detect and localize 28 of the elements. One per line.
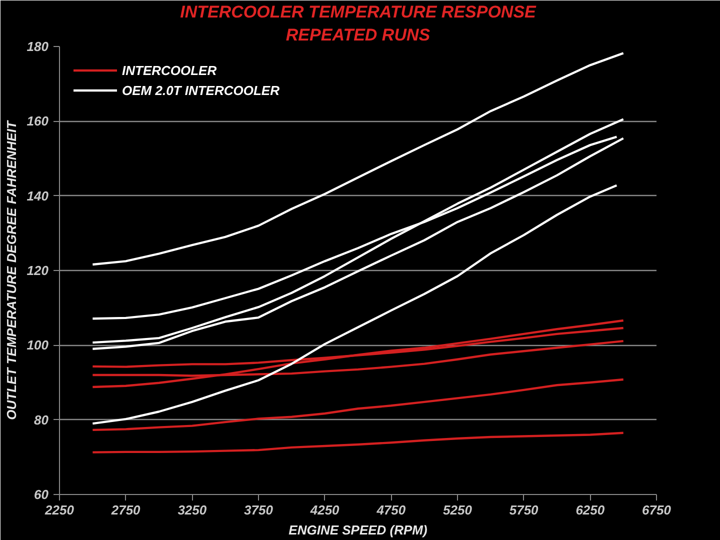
x-tick-label: 3250 (178, 502, 208, 518)
x-tick-label: 5250 (443, 502, 473, 518)
y-tick-label: 80 (34, 412, 50, 428)
y-axis-title: OUTLET TEMPERATURE DEGREE FAHRENHEIT (4, 120, 19, 420)
y-tick-label: 160 (26, 114, 50, 129)
x-tick-label: 2750 (110, 502, 142, 518)
line-series (92, 378, 624, 432)
x-tick-label: 6250 (576, 502, 606, 518)
y-tick-label: 100 (26, 338, 50, 353)
chart-subtitle: REPEATED RUNS (286, 26, 431, 44)
line-series (92, 432, 624, 454)
line-series (92, 184, 618, 425)
y-tick-label: 180 (26, 39, 50, 54)
x-tick-label: 2250 (44, 502, 75, 518)
y-tick-label: 120 (26, 263, 50, 278)
x-axis-title: ENGINE SPEED (RPM) (288, 522, 428, 538)
legend-label: INTERCOOLER (122, 62, 217, 78)
line-series (92, 319, 624, 388)
line-series (92, 52, 624, 266)
legend-label: OEM 2.0T INTERCOOLER (122, 82, 280, 98)
chart-title: INTERCOOLER TEMPERATURE RESPONSE (180, 2, 537, 22)
x-tick-label: 3750 (244, 502, 274, 518)
x-tick-label: 6750 (642, 502, 672, 518)
y-tick-label: 140 (26, 188, 50, 204)
x-tick-label: 4250 (309, 502, 340, 518)
x-tick-label: 4750 (376, 502, 406, 518)
x-tick-label: 5750 (509, 502, 540, 518)
y-tick-label: 60 (34, 487, 50, 502)
